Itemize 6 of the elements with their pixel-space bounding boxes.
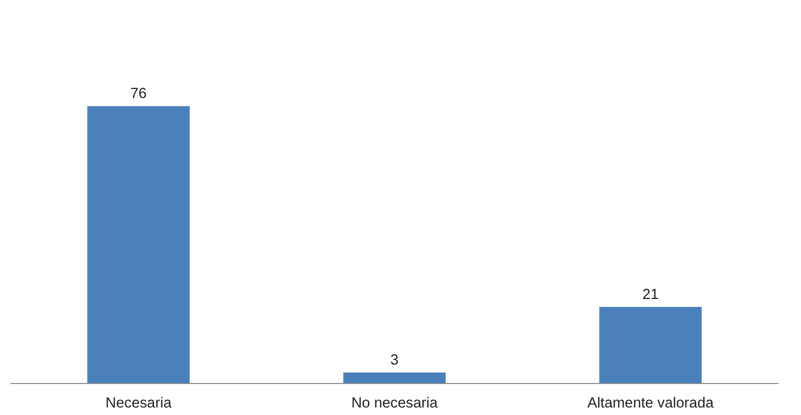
data-label: 76	[130, 86, 147, 102]
data-label: 3	[390, 352, 399, 369]
x-tick-label: No necesaria	[351, 396, 439, 412]
data-label: 21	[642, 286, 659, 303]
x-tick-label: Altamente valorada	[587, 396, 714, 412]
x-tick-label: Necesaria	[106, 396, 172, 412]
